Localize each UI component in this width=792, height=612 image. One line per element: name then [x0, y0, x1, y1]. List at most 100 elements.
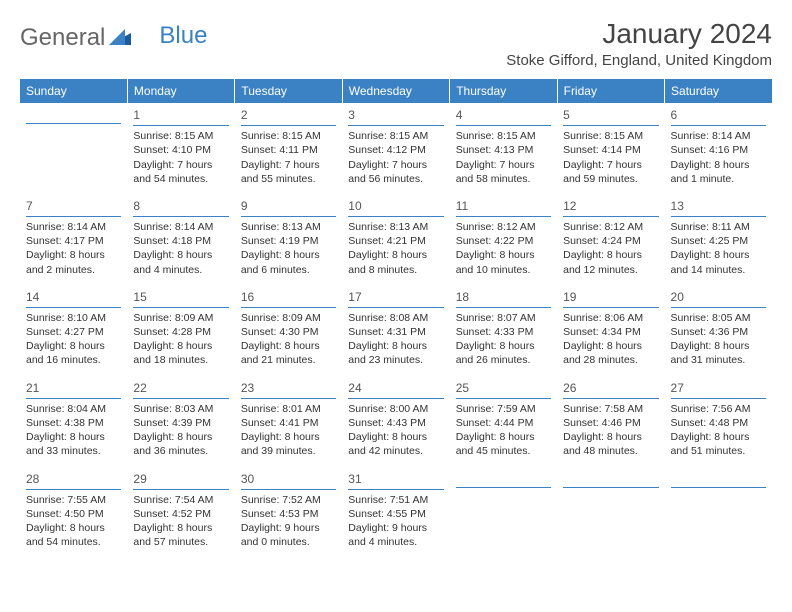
sunset-text: Sunset: 4:36 PM — [671, 325, 766, 339]
sunrise-text: Sunrise: 7:54 AM — [133, 493, 228, 507]
day-number: 28 — [26, 467, 121, 490]
day-number: 12 — [563, 194, 658, 217]
day-number: 17 — [348, 285, 443, 308]
daylight-text: Daylight: 8 hours and 14 minutes. — [671, 248, 766, 276]
sunrise-text: Sunrise: 7:58 AM — [563, 402, 658, 416]
calendar-day-cell: 24Sunrise: 8:00 AMSunset: 4:43 PMDayligh… — [342, 376, 449, 467]
sunrise-text: Sunrise: 8:15 AM — [348, 129, 443, 143]
sunrise-text: Sunrise: 8:05 AM — [671, 311, 766, 325]
day-number: 14 — [26, 285, 121, 308]
sunset-text: Sunset: 4:13 PM — [456, 143, 551, 157]
daylight-text: Daylight: 8 hours and 1 minute. — [671, 158, 766, 186]
calendar-week-row: 21Sunrise: 8:04 AMSunset: 4:38 PMDayligh… — [20, 376, 772, 467]
sunrise-text: Sunrise: 8:13 AM — [348, 220, 443, 234]
calendar-day-cell: 17Sunrise: 8:08 AMSunset: 4:31 PMDayligh… — [342, 285, 449, 376]
calendar-day-cell: 20 Sunrise: 8:05 AMSunset: 4:36 PMDayligh… — [665, 285, 772, 376]
calendar-day-cell: 10Sunrise: 8:13 AMSunset: 4:21 PMDayligh… — [342, 194, 449, 285]
calendar-day-cell: 8Sunrise: 8:14 AMSunset: 4:18 PMDaylight… — [127, 194, 234, 285]
sunset-text: Sunset: 4:14 PM — [563, 143, 658, 157]
day-number: 27 — [671, 376, 766, 399]
day-number: 15 — [133, 285, 228, 308]
daylight-text: Daylight: 8 hours and 54 minutes. — [26, 521, 121, 549]
daylight-text: Daylight: 8 hours and 12 minutes. — [563, 248, 658, 276]
calendar-day-cell — [665, 467, 772, 558]
day-number: 5 — [563, 103, 658, 126]
sunset-text: Sunset: 4:28 PM — [133, 325, 228, 339]
calendar-table: Sunday Monday Tuesday Wednesday Thursday… — [20, 79, 772, 557]
sunrise-text: Sunrise: 7:51 AM — [348, 493, 443, 507]
sunrise-text: Sunrise: 8:11 AM — [671, 220, 766, 234]
daylight-text: Daylight: 8 hours and 4 minutes. — [133, 248, 228, 276]
sunrise-text: Sunrise: 8:09 AM — [241, 311, 336, 325]
sunrise-text: Sunrise: 8:07 AM — [456, 311, 551, 325]
sunrise-text: Sunrise: 8:09 AM — [133, 311, 228, 325]
daylight-text: Daylight: 8 hours and 33 minutes. — [26, 430, 121, 458]
calendar-day-cell: 5Sunrise: 8:15 AMSunset: 4:14 PMDaylight… — [557, 103, 664, 194]
day-number: 19 — [563, 285, 658, 308]
sunrise-text: Sunrise: 8:06 AM — [563, 311, 658, 325]
calendar-day-cell: 30Sunrise: 7:52 AMSunset: 4:53 PMDayligh… — [235, 467, 342, 558]
daylight-text: Daylight: 8 hours and 42 minutes. — [348, 430, 443, 458]
calendar-day-cell: 19Sunrise: 8:06 AMSunset: 4:34 PMDayligh… — [557, 285, 664, 376]
daylight-text: Daylight: 8 hours and 8 minutes. — [348, 248, 443, 276]
sunrise-text: Sunrise: 8:08 AM — [348, 311, 443, 325]
day-number: 9 — [241, 194, 336, 217]
daylight-text: Daylight: 7 hours and 58 minutes. — [456, 158, 551, 186]
page-title: January 2024 — [506, 18, 772, 50]
sunrise-text: Sunrise: 8:15 AM — [241, 129, 336, 143]
calendar-day-cell: 7Sunrise: 8:14 AMSunset: 4:17 PMDaylight… — [20, 194, 127, 285]
calendar-day-cell: 1 Sunrise: 8:15 AMSunset: 4:10 PMDaylight… — [127, 103, 234, 194]
sunrise-text: Sunrise: 8:14 AM — [671, 129, 766, 143]
sunset-text: Sunset: 4:10 PM — [133, 143, 228, 157]
day-number: 26 — [563, 376, 658, 399]
daylight-text: Daylight: 9 hours and 4 minutes. — [348, 521, 443, 549]
daylight-text: Daylight: 8 hours and 2 minutes. — [26, 248, 121, 276]
weekday-header: Friday — [557, 79, 664, 103]
sunrise-text: Sunrise: 8:00 AM — [348, 402, 443, 416]
daylight-text: Daylight: 8 hours and 10 minutes. — [456, 248, 551, 276]
day-number: 25 — [456, 376, 551, 399]
calendar-day-cell: 27Sunrise: 7:56 AMSunset: 4:48 PMDayligh… — [665, 376, 772, 467]
sunrise-text: Sunrise: 7:52 AM — [241, 493, 336, 507]
calendar-day-cell: 25Sunrise: 7:59 AMSunset: 4:44 PMDayligh… — [450, 376, 557, 467]
day-number: 30 — [241, 467, 336, 490]
calendar-day-cell: 23Sunrise: 8:01 AMSunset: 4:41 PMDayligh… — [235, 376, 342, 467]
daylight-text: Daylight: 7 hours and 56 minutes. — [348, 158, 443, 186]
logo-text-blue: Blue — [159, 22, 207, 50]
sunset-text: Sunset: 4:24 PM — [563, 234, 658, 248]
weekday-header: Sunday — [20, 79, 127, 103]
sunset-text: Sunset: 4:17 PM — [26, 234, 121, 248]
sunrise-text: Sunrise: 8:04 AM — [26, 402, 121, 416]
header: General Blue January 2024 Stoke Gifford,… — [20, 18, 772, 69]
title-block: January 2024 Stoke Gifford, England, Uni… — [506, 18, 772, 69]
day-number: 20 — [671, 285, 766, 308]
day-number: 11 — [456, 194, 551, 217]
sunrise-text: Sunrise: 8:14 AM — [133, 220, 228, 234]
daylight-text: Daylight: 8 hours and 39 minutes. — [241, 430, 336, 458]
sunset-text: Sunset: 4:48 PM — [671, 416, 766, 430]
calendar-day-cell: 2Sunrise: 8:15 AMSunset: 4:11 PMDaylight… — [235, 103, 342, 194]
daylight-text: Daylight: 8 hours and 6 minutes. — [241, 248, 336, 276]
daylight-text: Daylight: 8 hours and 16 minutes. — [26, 339, 121, 367]
weekday-header-row: Sunday Monday Tuesday Wednesday Thursday… — [20, 79, 772, 103]
sunrise-text: Sunrise: 8:15 AM — [133, 129, 228, 143]
day-number — [26, 103, 121, 124]
daylight-text: Daylight: 8 hours and 48 minutes. — [563, 430, 658, 458]
daylight-text: Daylight: 8 hours and 31 minutes. — [671, 339, 766, 367]
sunrise-text: Sunrise: 7:56 AM — [671, 402, 766, 416]
sunset-text: Sunset: 4:55 PM — [348, 507, 443, 521]
calendar-day-cell: 18Sunrise: 8:07 AMSunset: 4:33 PMDayligh… — [450, 285, 557, 376]
daylight-text: Daylight: 8 hours and 57 minutes. — [133, 521, 228, 549]
daylight-text: Daylight: 7 hours and 54 minutes. — [133, 158, 228, 186]
day-number: 1 — [133, 103, 228, 126]
sunset-text: Sunset: 4:33 PM — [456, 325, 551, 339]
calendar-day-cell — [20, 103, 127, 194]
calendar-day-cell: 16Sunrise: 8:09 AMSunset: 4:30 PMDayligh… — [235, 285, 342, 376]
daylight-text: Daylight: 8 hours and 36 minutes. — [133, 430, 228, 458]
day-number: 31 — [348, 467, 443, 490]
logo-mark-icon — [109, 24, 131, 52]
calendar-week-row: 7Sunrise: 8:14 AMSunset: 4:17 PMDaylight… — [20, 194, 772, 285]
day-number — [671, 467, 766, 488]
logo: General Blue — [20, 18, 207, 52]
sunrise-text: Sunrise: 8:10 AM — [26, 311, 121, 325]
